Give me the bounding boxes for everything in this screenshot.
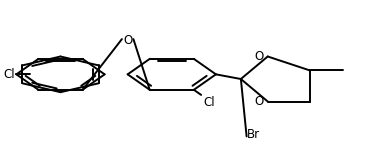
Text: O: O (255, 95, 264, 108)
Text: O: O (255, 50, 264, 63)
Text: O: O (123, 34, 132, 47)
Text: Cl: Cl (203, 97, 214, 109)
Text: Cl: Cl (4, 68, 15, 81)
Text: Br: Br (246, 128, 260, 141)
